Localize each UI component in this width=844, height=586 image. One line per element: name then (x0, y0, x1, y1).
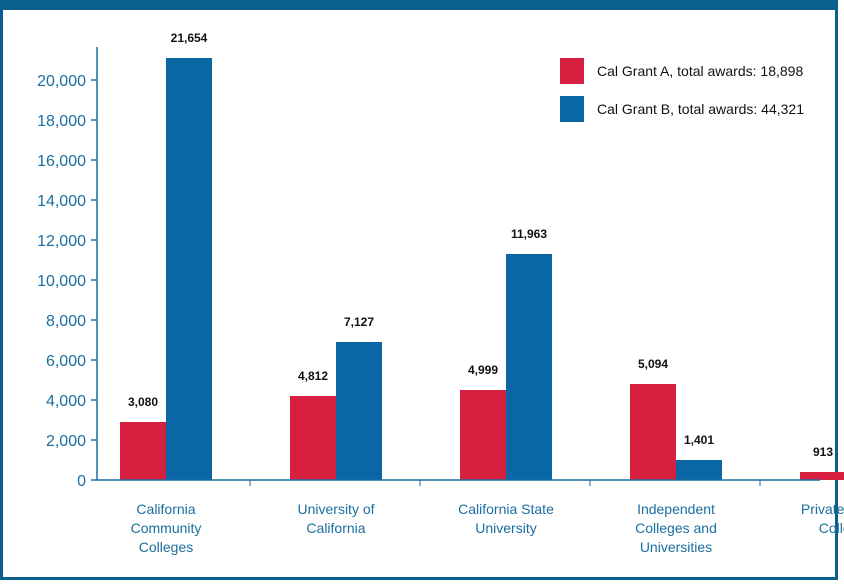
y-tick-label: 12,000 (37, 233, 86, 250)
bar-cal-grant-a (120, 422, 166, 480)
y-tick-label: 14,000 (37, 193, 86, 210)
data-label: 913 (813, 445, 833, 459)
x-axis: California Community Colleges University of… (97, 479, 844, 555)
bar-cal-grant-b (506, 254, 552, 480)
x-category-label: University of California (297, 501, 374, 536)
y-axis: 0 2,000 4,000 6,000 8,000 10,000 12,000 14,000 1… (37, 47, 98, 490)
bar-cal-grant-b (336, 342, 382, 480)
bar-cal-grant-b (166, 58, 212, 480)
bar-cal-grant-a (460, 390, 506, 480)
x-category-label: California Community Colleges (131, 501, 202, 555)
legend-swatch (560, 96, 584, 122)
bar-cal-grant-a (630, 384, 676, 480)
y-tick-label: 18,000 (37, 113, 86, 130)
y-tick-label: 20,000 (37, 73, 86, 90)
y-tick-label: 8,000 (46, 313, 86, 330)
x-category-label: California State University (458, 501, 554, 536)
data-label: 7,127 (344, 315, 374, 329)
y-tick-label: 10,000 (37, 273, 86, 290)
data-label: 4,812 (298, 369, 328, 383)
x-category-label: Private CareerColleges (801, 501, 844, 536)
y-tick-label: 2,000 (46, 433, 86, 450)
legend: Cal Grant A, total awards: 18,898 Cal Gra… (560, 58, 804, 122)
bar-cal-grant-b (676, 460, 722, 480)
data-label: 1,401 (684, 433, 714, 447)
y-tick-label: 6,000 (46, 353, 86, 370)
bars (120, 58, 844, 480)
y-tick-label: 16,000 (37, 153, 86, 170)
data-label: 5,094 (638, 357, 668, 371)
legend-label: Cal Grant B, total awards: 44,321 (597, 101, 804, 117)
legend-swatch (560, 58, 584, 84)
data-label: 3,080 (128, 395, 158, 409)
data-label: 11,963 (511, 227, 547, 241)
bar-cal-grant-a (800, 472, 844, 480)
y-tick-label: 0 (77, 473, 86, 490)
data-label: 4,999 (468, 363, 498, 377)
x-category-label: Independent Colleges and Universities (635, 501, 717, 555)
data-label: 21,654 (171, 31, 208, 45)
legend-label: Cal Grant A, total awards: 18,898 (597, 63, 803, 79)
bar-cal-grant-a (290, 396, 336, 480)
data-labels: 3,080 21,654 4,812 7,127 4,999 11,963 5,094 1,4… (128, 31, 833, 459)
y-tick-label: 4,000 (46, 393, 86, 410)
